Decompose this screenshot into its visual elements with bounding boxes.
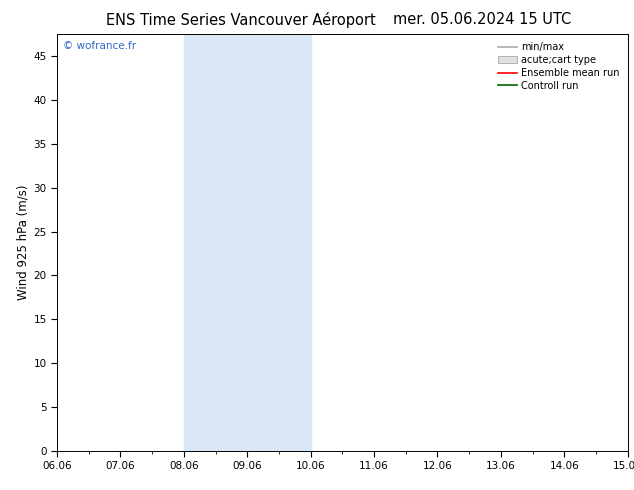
Text: © wofrance.fr: © wofrance.fr: [63, 41, 136, 50]
Text: mer. 05.06.2024 15 UTC: mer. 05.06.2024 15 UTC: [392, 12, 571, 27]
Bar: [184, 34, 247, 451]
Legend: min/max, acute;cart type, Ensemble mean run, Controll run: min/max, acute;cart type, Ensemble mean …: [495, 39, 623, 94]
Bar: [247, 34, 311, 451]
Bar: [628, 34, 634, 451]
Text: ENS Time Series Vancouver Aéroport: ENS Time Series Vancouver Aéroport: [106, 12, 376, 28]
Y-axis label: Wind 925 hPa (m/s): Wind 925 hPa (m/s): [16, 185, 29, 300]
